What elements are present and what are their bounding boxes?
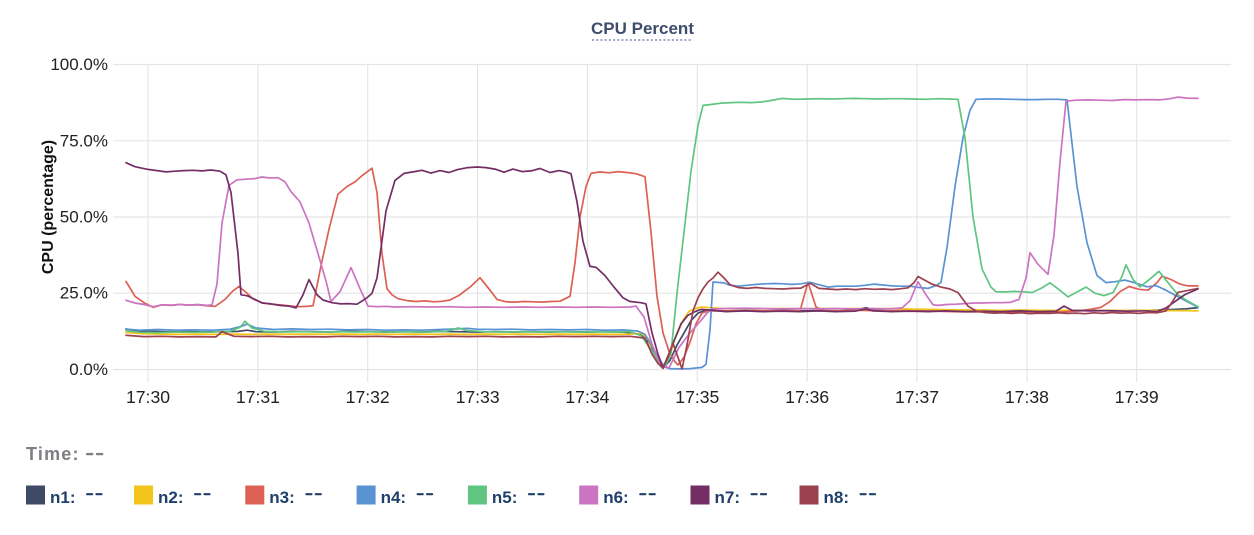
- svg-text:n3:: n3:: [269, 488, 295, 507]
- svg-text:n1:: n1:: [50, 488, 76, 507]
- svg-text:50.0%: 50.0%: [60, 208, 108, 227]
- svg-text:75.0%: 75.0%: [60, 131, 108, 150]
- svg-text:Time:: Time:: [26, 444, 80, 464]
- svg-text:n5:: n5:: [492, 488, 518, 507]
- svg-text:0.0%: 0.0%: [69, 360, 108, 379]
- svg-text:17:37: 17:37: [895, 387, 939, 407]
- svg-text:17:34: 17:34: [565, 387, 609, 407]
- svg-text:n6:: n6:: [603, 488, 629, 507]
- svg-text:17:36: 17:36: [785, 387, 829, 407]
- svg-text:CPU (percentage): CPU (percentage): [40, 140, 57, 274]
- svg-text:n7:: n7:: [715, 488, 741, 507]
- svg-text:100.0%: 100.0%: [50, 55, 108, 74]
- svg-text:17:31: 17:31: [236, 387, 280, 407]
- svg-text:n2:: n2:: [158, 488, 184, 507]
- svg-text:17:32: 17:32: [346, 387, 390, 407]
- svg-text:17:38: 17:38: [1005, 387, 1049, 407]
- svg-text:25.0%: 25.0%: [60, 284, 108, 303]
- svg-text:n4:: n4:: [381, 488, 407, 507]
- svg-text:17:33: 17:33: [456, 387, 500, 407]
- svg-text:17:30: 17:30: [126, 387, 170, 407]
- svg-text:17:35: 17:35: [675, 387, 719, 407]
- svg-text:n8:: n8:: [824, 488, 850, 507]
- svg-text:17:39: 17:39: [1115, 387, 1159, 407]
- svg-text:CPU Percent: CPU Percent: [591, 19, 694, 38]
